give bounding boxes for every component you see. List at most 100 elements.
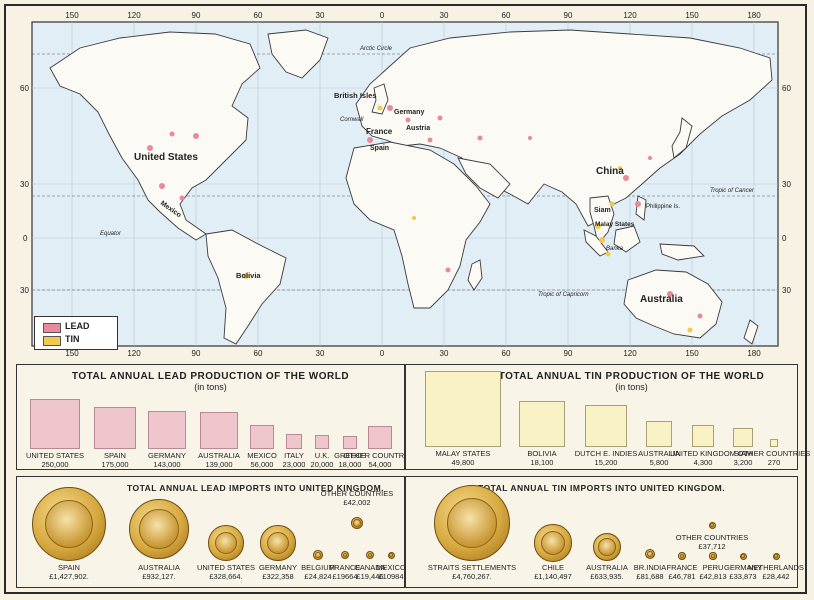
tin-production-title: TOTAL ANNUAL TIN PRODUCTION OF THE WORLD bbox=[498, 371, 765, 382]
tin-imports-coin-9 bbox=[708, 521, 716, 529]
lon-top-12: 180 bbox=[747, 11, 761, 20]
lead-imports-coin-1 bbox=[32, 487, 106, 561]
lead-imports-label-8: MEXICO £10984 bbox=[376, 563, 406, 581]
sovereign-head-icon bbox=[342, 552, 348, 558]
lead-imports-label-2: AUSTRALIA £932,127. bbox=[138, 563, 180, 581]
arctic-circle-label: Arctic Circle bbox=[359, 46, 393, 52]
country-name: ITALY bbox=[284, 451, 304, 460]
lon-bot-4: 60 bbox=[254, 349, 263, 358]
arabia bbox=[457, 157, 511, 199]
lead-imports-coin-5 bbox=[313, 550, 323, 560]
tons-value: 5,800 bbox=[649, 457, 669, 467]
lon-bot-12: 180 bbox=[747, 349, 761, 358]
lat-right-4: 30 bbox=[782, 286, 791, 295]
lead-production-square-3 bbox=[148, 411, 186, 449]
lat-right-1: 60 bbox=[782, 84, 791, 93]
country-name: GERMANY bbox=[148, 451, 186, 460]
austria-label: Austria bbox=[406, 125, 430, 132]
lead-imports-coin-4 bbox=[260, 525, 296, 561]
tin-production-panel: TOTAL ANNUAL TIN PRODUCTION OF THE WORLD… bbox=[405, 364, 810, 470]
sovereign-head-icon bbox=[710, 523, 714, 527]
country-name: CHILE bbox=[541, 563, 565, 572]
lead-imports-label-9: OTHER COUNTRIES £42,002 bbox=[321, 489, 394, 507]
pounds-value: £46,781 bbox=[668, 572, 696, 581]
country-name: AUSTRALIA bbox=[638, 449, 680, 458]
lon-top-11: 150 bbox=[685, 11, 699, 20]
country-name: OTHER COUNTRIES bbox=[737, 449, 811, 458]
japan bbox=[671, 117, 693, 159]
lon-bot-7: 30 bbox=[440, 349, 449, 358]
tin-imports-panel: TOTAL ANNUAL TIN IMPORTS INTO UNITED KIN… bbox=[405, 476, 804, 588]
country-name: PERU bbox=[702, 563, 724, 572]
siam-label: Siam bbox=[594, 207, 611, 214]
lon-bot-10: 120 bbox=[623, 349, 637, 358]
tin-imports-label-9: OTHER COUNTRIES £37,712 bbox=[676, 533, 749, 551]
land bbox=[49, 29, 773, 345]
sovereign-head-icon bbox=[353, 519, 361, 527]
lon-bot-3: 90 bbox=[192, 349, 201, 358]
lon-bot-1: 150 bbox=[65, 349, 79, 358]
tin-production-square-7 bbox=[770, 439, 778, 447]
lead-production-square-2 bbox=[94, 407, 136, 449]
tin-imports-coin-8 bbox=[772, 552, 780, 560]
pounds-value: £19,446 bbox=[356, 572, 384, 581]
tin-imports-label-4: BR.INDIA £81,688 bbox=[634, 563, 667, 581]
cornwall-label: Cornwall bbox=[340, 117, 364, 123]
tropic-capricorn-label: Tropic of Capricorn bbox=[538, 292, 589, 298]
lon-top-7: 30 bbox=[440, 11, 449, 20]
tin-imports-coin-1 bbox=[434, 485, 510, 561]
tons-value: 143,000 bbox=[153, 459, 181, 469]
banka-label: Banka bbox=[606, 246, 624, 252]
pounds-value: £932,127. bbox=[142, 572, 176, 581]
lon-top-1: 150 bbox=[65, 11, 79, 20]
lead-production-label-2: SPAIN 175,000 bbox=[101, 451, 129, 469]
france-label: France bbox=[366, 127, 393, 136]
tons-value: 250,000 bbox=[41, 459, 69, 469]
tin-production-square-3 bbox=[585, 405, 627, 447]
tin-production-label-2: BOLIVIA 18,100 bbox=[527, 449, 556, 467]
philippine-label: Philippine Is. bbox=[646, 204, 680, 210]
equator-label: Equator bbox=[100, 231, 122, 237]
lead-legend-label: LEAD bbox=[65, 321, 90, 331]
lon-top-2: 120 bbox=[127, 11, 141, 20]
country-name: DUTCH E. INDIES bbox=[574, 449, 638, 458]
tons-value: 20,000 bbox=[310, 459, 334, 469]
tons-value: 175,000 bbox=[101, 459, 129, 469]
lead-imports-label-6: FRANCE £19664 bbox=[330, 563, 361, 581]
lat-left-4: 30 bbox=[20, 286, 29, 295]
tons-value: 56,000 bbox=[250, 459, 274, 469]
tin-swatch bbox=[43, 336, 61, 346]
lead-production-panel: TOTAL ANNUAL LEAD PRODUCTION OF THE WORL… bbox=[16, 364, 416, 470]
lead-production-square-9 bbox=[368, 425, 392, 449]
lead-imports-coin-3 bbox=[208, 525, 244, 561]
country-name: AUSTRALIA bbox=[198, 451, 240, 460]
north-america bbox=[49, 31, 261, 241]
bolivia-label: Bolivia bbox=[236, 271, 261, 280]
tons-value: 54,000 bbox=[368, 459, 392, 469]
country-name: AUSTRALIA bbox=[138, 563, 180, 572]
tons-value: 49,800 bbox=[451, 457, 475, 467]
lead-imports-coin-6 bbox=[340, 550, 350, 560]
sovereign-head-icon bbox=[214, 531, 238, 555]
sovereign-head-icon bbox=[711, 554, 715, 558]
tons-value: 4,300 bbox=[693, 457, 713, 467]
tin-production-square-2 bbox=[519, 401, 565, 447]
tin-production-square-6 bbox=[733, 427, 753, 447]
tons-value: 3,200 bbox=[733, 457, 753, 467]
pounds-value: £10984 bbox=[378, 572, 404, 581]
lead-imports-title: TOTAL ANNUAL LEAD IMPORTS INTO UNITED KI… bbox=[126, 483, 385, 493]
latitude-labels: 60 30 0 30 60 30 0 30 bbox=[20, 84, 791, 295]
lead-production-square-7 bbox=[314, 434, 330, 449]
tin-imports-label-8: NETHERLANDS £28,442 bbox=[748, 563, 804, 581]
country-name: UNITED STATES bbox=[25, 451, 85, 460]
tin-production-subtitle: (in tons) bbox=[615, 382, 648, 392]
lead-imports-label-4: GERMANY £322,358 bbox=[259, 563, 297, 581]
place-labels: Arctic Circle Equator Tropic of Cancer T… bbox=[100, 46, 755, 305]
lead-production-label-3: GERMANY 143,000 bbox=[148, 451, 186, 469]
pounds-value: £81,688 bbox=[636, 572, 664, 581]
lead-imports-label-7: CANADA £19,446 bbox=[354, 563, 385, 581]
country-name: SPAIN bbox=[58, 563, 80, 572]
tin-production-label-3: DUTCH E. INDIES 15,200 bbox=[574, 449, 638, 467]
germany-label: Germany bbox=[394, 109, 424, 116]
lon-top-4: 60 bbox=[254, 11, 263, 20]
